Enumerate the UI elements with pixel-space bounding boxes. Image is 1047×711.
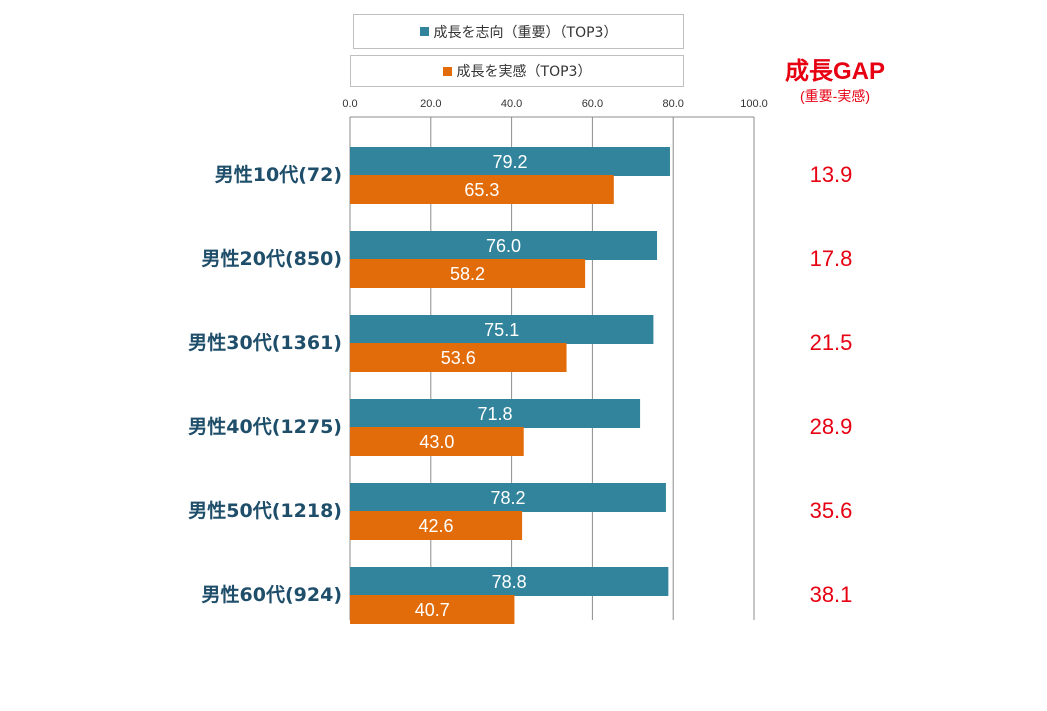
x-tick-label: 0.0 [342, 98, 357, 110]
legend-swatch-importance [419, 27, 429, 36]
gap-value: 35.6 [810, 498, 853, 523]
data-label: 79.2 [492, 152, 527, 172]
gap-value: 28.9 [810, 414, 853, 439]
category-label: 男性50代(1218) [188, 499, 342, 522]
data-label: 75.1 [484, 320, 519, 340]
data-label: 65.3 [464, 180, 499, 200]
data-label: 58.2 [450, 264, 485, 284]
bar-importance [350, 483, 666, 512]
data-label: 71.8 [478, 404, 513, 424]
legend-label-realization: 成長を実感（TOP3） [456, 64, 592, 80]
bar-importance [350, 315, 654, 344]
bar-importance [350, 399, 641, 428]
category-label: 男性60代(924) [202, 583, 342, 606]
bar-realization [350, 595, 515, 624]
data-label: 78.2 [490, 488, 525, 508]
bar-importance [350, 147, 670, 176]
data-label: 76.0 [486, 236, 521, 256]
data-label: 43.0 [419, 432, 454, 452]
bar-realization [350, 175, 614, 204]
x-tick-label: 40.0 [501, 98, 522, 110]
data-label: 78.8 [492, 572, 527, 592]
category-label: 男性20代(850) [202, 247, 342, 270]
x-tick-label: 20.0 [420, 98, 441, 110]
bar-realization [350, 427, 524, 456]
gap-value: 38.1 [810, 582, 853, 607]
x-tick-label: 60.0 [582, 98, 603, 110]
x-tick-label: 100.0 [740, 98, 768, 110]
gap-subtitle: (重要-実感) [800, 88, 870, 104]
gap-value: 13.9 [810, 162, 853, 187]
legend-swatch-realization [442, 66, 452, 76]
legend-item-realization: 成長を実感（TOP3） [350, 55, 684, 87]
bar-realization [350, 343, 567, 372]
gap-title: 成長GAP [784, 58, 885, 85]
data-label: 42.6 [419, 516, 454, 536]
bar-realization [350, 259, 586, 288]
bar-realization [350, 511, 523, 540]
legend-item-importance: 成長を志向（重要）（TOP3） [353, 14, 684, 49]
gap-value: 21.5 [810, 330, 853, 355]
bar-importance [350, 567, 669, 596]
legend-label-importance: 成長を志向（重要）（TOP3） [433, 24, 618, 41]
data-label: 40.7 [415, 600, 450, 620]
bar-importance [350, 231, 658, 260]
x-tick-label: 80.0 [662, 98, 683, 110]
data-label: 53.6 [441, 348, 476, 368]
category-label: 男性10代(72) [215, 163, 342, 186]
category-label: 男性30代(1361) [188, 331, 342, 354]
category-label: 男性40代(1275) [188, 415, 342, 438]
gap-value: 17.8 [810, 246, 853, 271]
